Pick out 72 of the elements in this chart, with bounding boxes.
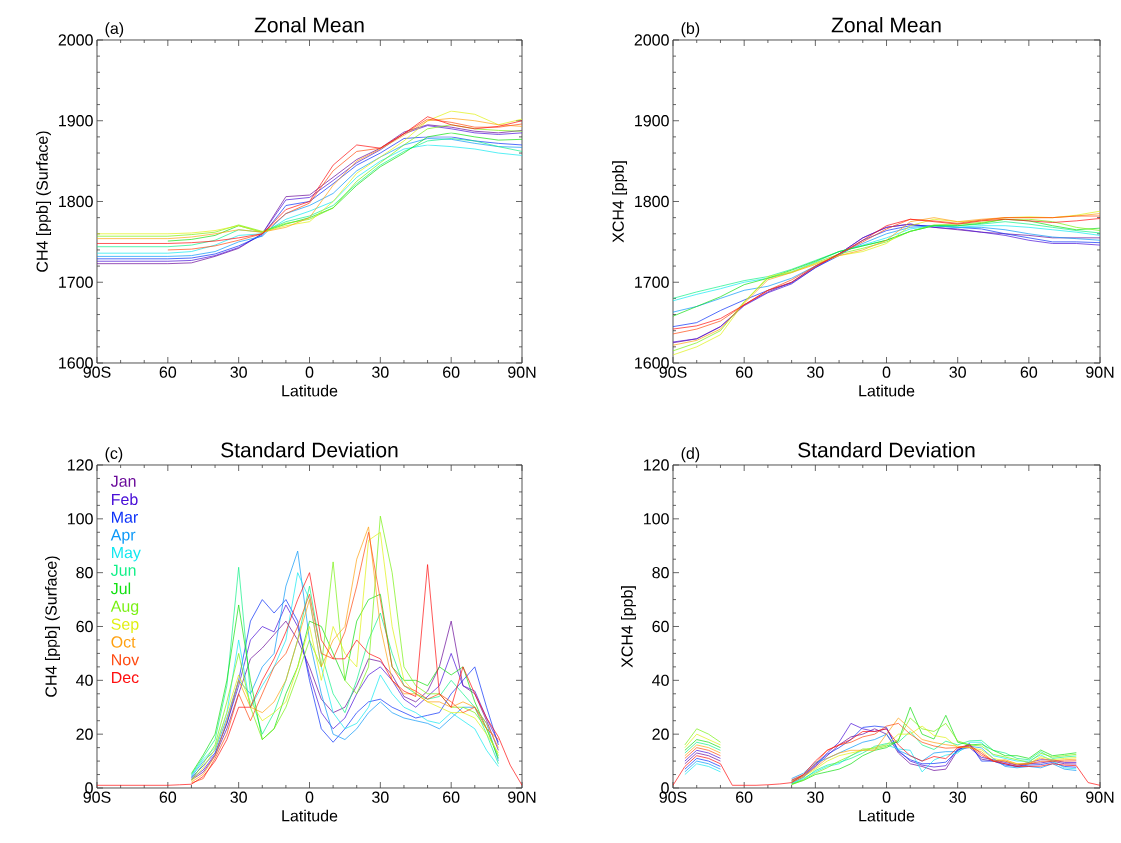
- x-tick-label: 90N: [508, 366, 536, 378]
- x-tick-label: 30: [949, 366, 966, 378]
- x-tick-label: 0: [882, 791, 891, 803]
- x-tick-label: 90N: [1086, 366, 1114, 378]
- x-tick-label: 0: [305, 791, 314, 803]
- chart-title: Standard Deviation: [221, 442, 398, 458]
- x-tick-label: 30: [230, 791, 247, 803]
- x-tick-label: 60: [159, 791, 177, 803]
- y-tick-label: 2000: [58, 34, 93, 46]
- x-axis-title: Latitude: [282, 809, 338, 822]
- y-tick-label: 1900: [635, 115, 669, 127]
- text: Aug: [110, 600, 139, 616]
- x-tick-label: 90N: [508, 791, 536, 803]
- x-tick-label: 30: [949, 791, 966, 803]
- chart-title: Standard Deviation: [798, 442, 975, 458]
- x-tick-label: 60: [1020, 366, 1038, 378]
- x-tick-label: 30: [807, 791, 824, 803]
- text: (c): [105, 447, 123, 463]
- text: (a): [105, 22, 124, 38]
- y-tick-label: 80: [76, 567, 93, 579]
- x-tick-label: 30: [230, 366, 247, 378]
- text: Mar: [112, 511, 138, 523]
- y-axis-title: CH4 [ppb] (Surface): [36, 131, 52, 272]
- x-tick-label: 60: [736, 791, 753, 803]
- text: Jun: [110, 564, 136, 576]
- text: Feb: [112, 493, 138, 506]
- y-tick-label: 80: [652, 567, 669, 579]
- x-tick-label: 60: [443, 791, 460, 803]
- y-axis-title: XCH4 [ppb]: [621, 586, 636, 668]
- y-tick-label: 100: [644, 513, 669, 525]
- x-tick-label: 30: [807, 366, 824, 378]
- y-tick-label: 40: [76, 674, 93, 686]
- y-tick-label: 20: [652, 728, 669, 740]
- y-tick-label: 1800: [635, 195, 669, 208]
- x-tick-label: 60: [159, 366, 177, 378]
- text: May: [112, 547, 141, 562]
- y-tick-label: 100: [68, 513, 93, 525]
- text: Dec: [112, 671, 139, 684]
- y-tick-label: 60: [76, 620, 93, 633]
- x-tick-label: 90N: [1086, 791, 1114, 803]
- chart-title: Zonal Mean: [254, 17, 364, 33]
- x-tick-label: 60: [443, 366, 460, 378]
- y-tick-label: 2000: [634, 34, 669, 46]
- x-tick-label: 30: [372, 791, 389, 803]
- x-tick-label: 60: [1020, 791, 1038, 803]
- x-tick-label: 60: [736, 366, 753, 378]
- text: Jul: [110, 582, 131, 595]
- y-tick-label: 40: [652, 674, 669, 686]
- y-tick-label: 1700: [59, 276, 93, 288]
- y-tick-label: 20: [76, 728, 93, 740]
- chart-title: Zonal Mean: [831, 17, 941, 33]
- text: (d): [681, 447, 700, 463]
- x-axis-title: Latitude: [282, 384, 338, 397]
- y-tick-label: 60: [652, 620, 669, 633]
- y-tick-label: 1900: [59, 115, 93, 127]
- y-axis-title: CH4 [ppb] (Surface): [45, 556, 60, 697]
- y-axis-title: XCH4 [ppb]: [612, 161, 628, 243]
- x-axis-title: Latitude: [859, 384, 915, 397]
- text: Apr: [110, 529, 136, 544]
- y-tick-label: 1700: [635, 276, 669, 288]
- text: (b): [681, 22, 700, 38]
- x-tick-label: 0: [305, 366, 314, 378]
- x-tick-label: 30: [372, 366, 389, 378]
- y-tick-label: 120: [644, 459, 669, 471]
- text: Oct: [111, 636, 136, 648]
- y-tick-label: 120: [68, 459, 93, 471]
- y-tick-label: 1800: [59, 195, 93, 208]
- text: Jan: [110, 475, 136, 487]
- text: Nov: [112, 654, 140, 666]
- x-tick-label: 0: [882, 366, 891, 378]
- x-axis-title: Latitude: [859, 809, 915, 822]
- text: Sep: [111, 618, 139, 633]
